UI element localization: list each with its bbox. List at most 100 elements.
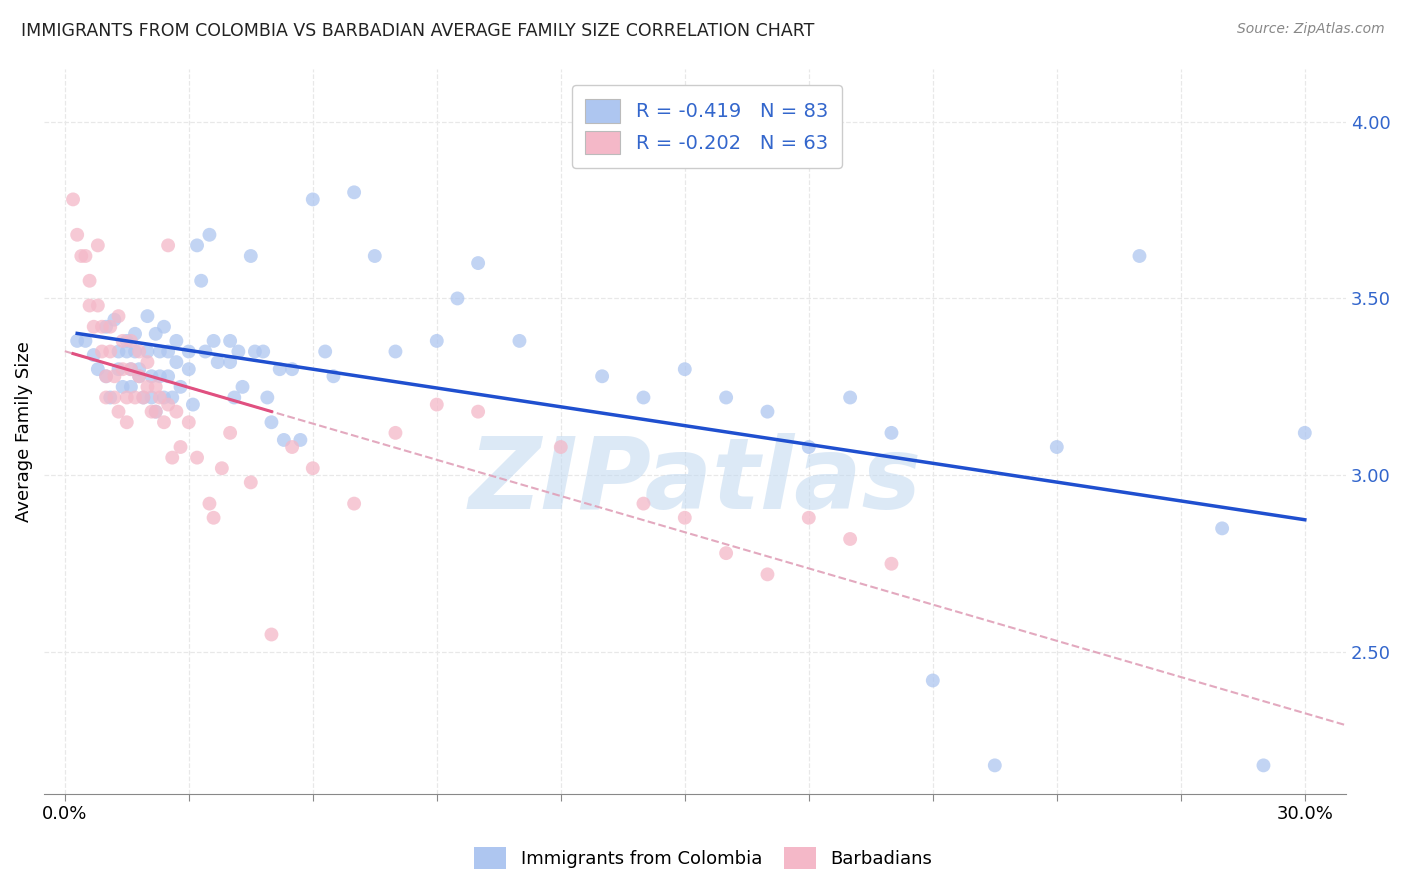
Point [107,344,129,359]
Legend: R = -0.419   N = 83, R = -0.202   N = 63: R = -0.419 N = 83, R = -0.202 N = 63 [572,86,842,168]
Point [87,362,110,376]
Point [145,404,167,418]
Point [673,510,696,524]
Point [1046,440,1069,454]
Point [984,758,1007,772]
Point [343,186,366,200]
Point [107,404,129,418]
Point [1253,758,1275,772]
Point [103,369,125,384]
Point [756,567,779,582]
Point [132,391,155,405]
Point [162,450,184,465]
Point [177,344,200,359]
Point [211,461,233,475]
Point [384,425,406,440]
Point [207,355,229,369]
Point [256,391,278,405]
Point [281,440,304,454]
Point [252,344,274,359]
Point [550,440,572,454]
Point [115,415,138,429]
Point [111,334,134,348]
Point [91,344,114,359]
Point [153,415,176,429]
Point [260,415,283,429]
Point [322,369,344,384]
Legend: Immigrants from Colombia, Barbadians: Immigrants from Colombia, Barbadians [464,838,942,879]
Point [136,309,159,323]
Point [136,380,159,394]
Point [231,380,253,394]
Point [301,193,323,207]
Point [124,391,146,405]
Point [70,249,93,263]
Point [145,380,167,394]
Point [467,256,489,270]
Point [269,362,291,376]
Point [120,334,142,348]
Point [79,274,101,288]
Point [797,510,820,524]
Point [153,319,176,334]
Point [83,348,105,362]
Point [591,369,613,384]
Point [75,249,97,263]
Point [149,344,172,359]
Point [301,461,323,475]
Point [364,249,387,263]
Point [107,309,129,323]
Point [202,510,225,524]
Point [75,334,97,348]
Point [839,532,862,546]
Point [157,238,180,252]
Point [219,425,242,440]
Point [839,391,862,405]
Point [426,334,449,348]
Point [145,404,167,418]
Point [157,398,180,412]
Point [186,238,208,252]
Point [273,433,295,447]
Point [190,274,212,288]
Point [228,344,250,359]
Point [145,326,167,341]
Point [756,404,779,418]
Point [177,362,200,376]
Point [141,369,163,384]
Point [87,299,110,313]
Point [128,344,150,359]
Point [343,497,366,511]
Point [165,404,187,418]
Point [446,292,468,306]
Point [714,391,737,405]
Point [141,391,163,405]
Point [219,355,242,369]
Point [426,398,449,412]
Text: Source: ZipAtlas.com: Source: ZipAtlas.com [1237,22,1385,37]
Point [111,380,134,394]
Point [219,334,242,348]
Point [880,557,903,571]
Point [880,425,903,440]
Point [128,369,150,384]
Point [149,391,172,405]
Point [103,312,125,326]
Point [162,391,184,405]
Point [94,369,117,384]
Point [83,319,105,334]
Point [124,344,146,359]
Point [508,334,530,348]
Point [181,398,204,412]
Point [120,362,142,376]
Point [91,319,114,334]
Point [186,450,208,465]
Point [115,391,138,405]
Point [128,362,150,376]
Point [202,334,225,348]
Point [94,369,117,384]
Point [165,355,187,369]
Point [103,391,125,405]
Point [165,334,187,348]
Point [132,391,155,405]
